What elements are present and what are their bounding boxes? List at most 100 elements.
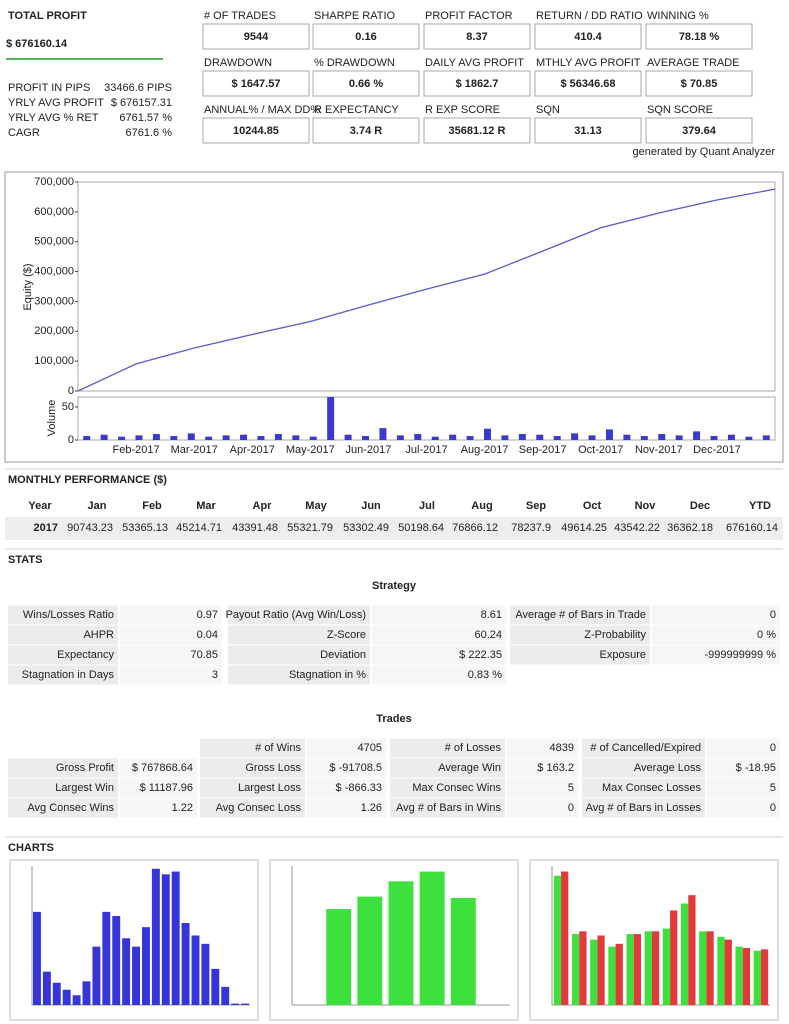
bar: [151, 868, 160, 1005]
bar: [670, 910, 678, 1005]
metric-label: PROFIT FACTOR: [425, 10, 513, 22]
bar: [52, 982, 61, 1005]
metric-label: WINNING %: [647, 10, 709, 22]
metric-label: # OF TRADES: [204, 10, 276, 22]
metric-label: SHARPE RATIO: [314, 10, 396, 22]
month-value: 43391.48: [232, 522, 278, 534]
stat-value: 5: [568, 782, 574, 794]
stat-value: $ -91708.5: [329, 762, 382, 774]
summary-label: CAGR: [8, 127, 40, 139]
month-header: Jan: [88, 500, 107, 512]
cell: [307, 738, 386, 758]
x-tick-label: May-2017: [286, 444, 335, 456]
stat-label: Stagnation in %: [289, 669, 366, 681]
bar: [388, 881, 414, 1005]
volume-bar: [205, 436, 213, 440]
metric-label: AVERAGE TRADE: [647, 57, 740, 69]
plot-area: [77, 181, 776, 392]
month-value: 45214.71: [176, 522, 222, 534]
x-tick-label: Oct-2017: [578, 444, 623, 456]
month-header: YTD: [749, 500, 771, 512]
bar: [419, 871, 445, 1005]
cell: [582, 738, 705, 758]
metric-value: 3.74 R: [350, 125, 382, 137]
bar: [92, 946, 101, 1005]
summary-value: 33466.6 PIPS: [104, 82, 172, 94]
cell: [582, 778, 705, 798]
bar: [571, 934, 580, 1005]
y-tick-label: 700,000: [34, 176, 74, 188]
bar: [42, 971, 51, 1005]
cell: [8, 758, 118, 778]
stat-value: $ -18.95: [736, 762, 776, 774]
bar: [626, 934, 634, 1005]
cell: [228, 625, 370, 645]
metric-box: [645, 117, 753, 144]
metric-label: ANNUAL% / MAX DD%: [204, 104, 320, 116]
bar: [688, 895, 696, 1005]
cell: [8, 625, 118, 645]
x-tick-label: Feb-2017: [113, 444, 160, 456]
bar: [644, 931, 652, 1005]
stat-label: Max Consec Losses: [602, 782, 702, 794]
cell: [582, 798, 705, 818]
section-title: CHARTS: [8, 842, 54, 854]
bar: [633, 934, 642, 1005]
volume-bar: [83, 436, 91, 440]
bar: [717, 936, 725, 1005]
y-tick-label: 200,000: [34, 325, 74, 337]
metric-value: $ 1647.57: [232, 78, 281, 90]
bar: [615, 943, 623, 1005]
volume-bar: [379, 428, 387, 440]
month-value: 55321.79: [287, 522, 333, 534]
metric-value: $ 1862.7: [456, 78, 499, 90]
metric-label: % DRAWDOWN: [314, 57, 395, 69]
volume-bar: [100, 434, 108, 440]
stat-value: $ 11187.96: [140, 782, 193, 794]
equity-line: [77, 188, 776, 392]
volume-bar: [414, 434, 422, 440]
metric-box: [312, 117, 420, 144]
stat-label: Z-Score: [327, 629, 366, 641]
bar: [699, 931, 707, 1005]
volume-bar: [362, 436, 369, 440]
metric-label: RETURN / DD RATIO: [536, 10, 643, 22]
stat-value: 0: [770, 802, 776, 814]
bar: [171, 871, 180, 1005]
bar: [735, 946, 743, 1005]
month-value: 78237.9: [511, 522, 551, 534]
cell: [507, 738, 578, 758]
cell: [228, 605, 370, 625]
cell: [120, 625, 222, 645]
stat-value: 3: [212, 669, 218, 681]
volume-bar: [309, 436, 317, 440]
x-tick-label: Nov-2017: [635, 444, 683, 456]
volume-bar: [431, 436, 439, 440]
cell: [120, 778, 197, 798]
stat-label: Average # of Bars in Trade: [515, 609, 646, 621]
x-tick-label: Mar-2017: [171, 444, 218, 456]
bar: [241, 1003, 250, 1005]
metric-box: [202, 117, 310, 144]
volume-bar: [571, 433, 579, 440]
table-title: Trades: [376, 713, 411, 725]
bar: [760, 949, 769, 1005]
volume-bar: [501, 435, 509, 440]
stat-value: 70.85: [190, 649, 218, 661]
cell: [507, 778, 578, 798]
volume-bar: [344, 434, 352, 440]
total-profit: $ 676160.14: [6, 38, 68, 50]
month-value: 676160.14: [726, 522, 778, 534]
bar: [62, 989, 71, 1005]
cell: [120, 605, 222, 625]
metric-label: SQN: [536, 104, 560, 116]
month-value: 43542.22: [614, 522, 660, 534]
stat-value: 5: [770, 782, 776, 794]
stat-label: # of Wins: [255, 742, 301, 754]
bar: [32, 911, 41, 1005]
bar: [608, 946, 616, 1005]
volume-bar: [327, 397, 335, 440]
x-tick-label: Apr-2017: [230, 444, 275, 456]
stat-label: Z-Probability: [584, 629, 646, 641]
bar: [579, 931, 587, 1005]
